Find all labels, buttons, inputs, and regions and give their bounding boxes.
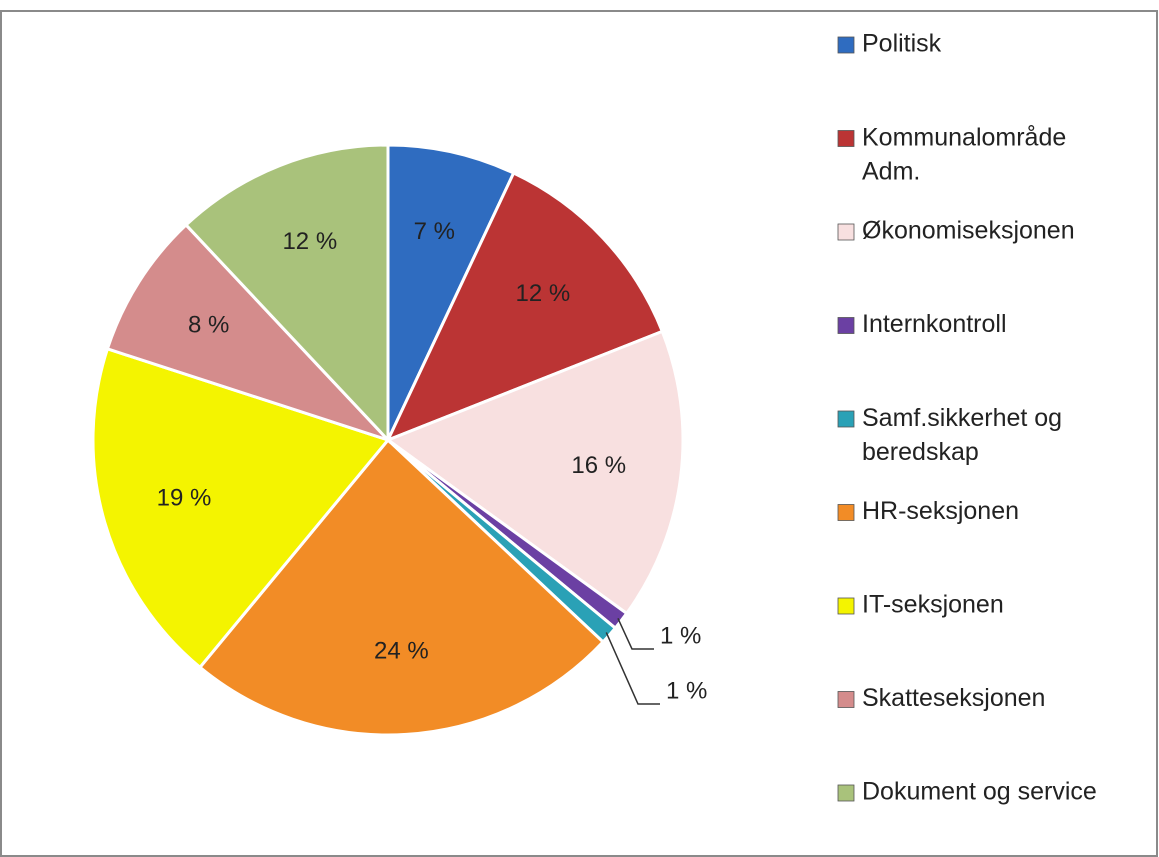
legend-label: Dokument og service — [862, 778, 1097, 806]
data-label: 12 % — [282, 228, 337, 255]
pie-slice — [197, 437, 606, 737]
data-label: 19 % — [157, 485, 212, 512]
pie-slice — [105, 222, 390, 442]
legend-label: Kommunalområde Adm. — [862, 123, 1073, 185]
legend-line: Adm. — [862, 157, 920, 185]
legend-swatch — [837, 410, 855, 428]
legend-swatch — [837, 784, 855, 802]
legend-line: beredskap — [862, 438, 979, 466]
legend-swatch — [837, 317, 855, 334]
pie-slice — [385, 171, 665, 443]
legend-swatch — [837, 597, 855, 615]
pie-slice — [183, 143, 390, 444]
pie-slice — [386, 143, 516, 441]
legend-label: IT-seksjonen — [862, 591, 1004, 619]
legend-swatch — [837, 130, 855, 147]
data-label: 1 % — [660, 622, 701, 649]
legend-label: Samf.sikkerhet og beredskap — [862, 404, 1069, 466]
legend-swatch — [837, 691, 855, 708]
legend-label: Skatteseksjonen — [862, 684, 1045, 712]
leader-line — [617, 618, 654, 650]
data-label: 24 % — [374, 637, 429, 664]
legend-line: Kommunalområde — [862, 123, 1073, 151]
legend-line: Samf.sikkerhet og — [862, 404, 1069, 432]
pie-slice — [91, 346, 391, 670]
legend-label: Internkontroll — [862, 310, 1007, 338]
legend-swatch — [837, 36, 855, 54]
legend-label: HR-seksjonen — [862, 497, 1019, 525]
legend-swatch — [837, 223, 855, 241]
data-label: 1 % — [666, 677, 707, 704]
legend-swatch — [837, 504, 855, 521]
leader-line — [605, 632, 660, 705]
data-label: 12 % — [515, 280, 570, 307]
legend-label: Politisk — [862, 30, 942, 58]
data-label: 8 % — [188, 312, 229, 339]
data-label: 16 % — [571, 452, 626, 479]
legend-label: Økonomiseksjonen — [862, 217, 1075, 245]
data-label: 7 % — [414, 218, 455, 245]
pie-slice — [384, 329, 685, 616]
